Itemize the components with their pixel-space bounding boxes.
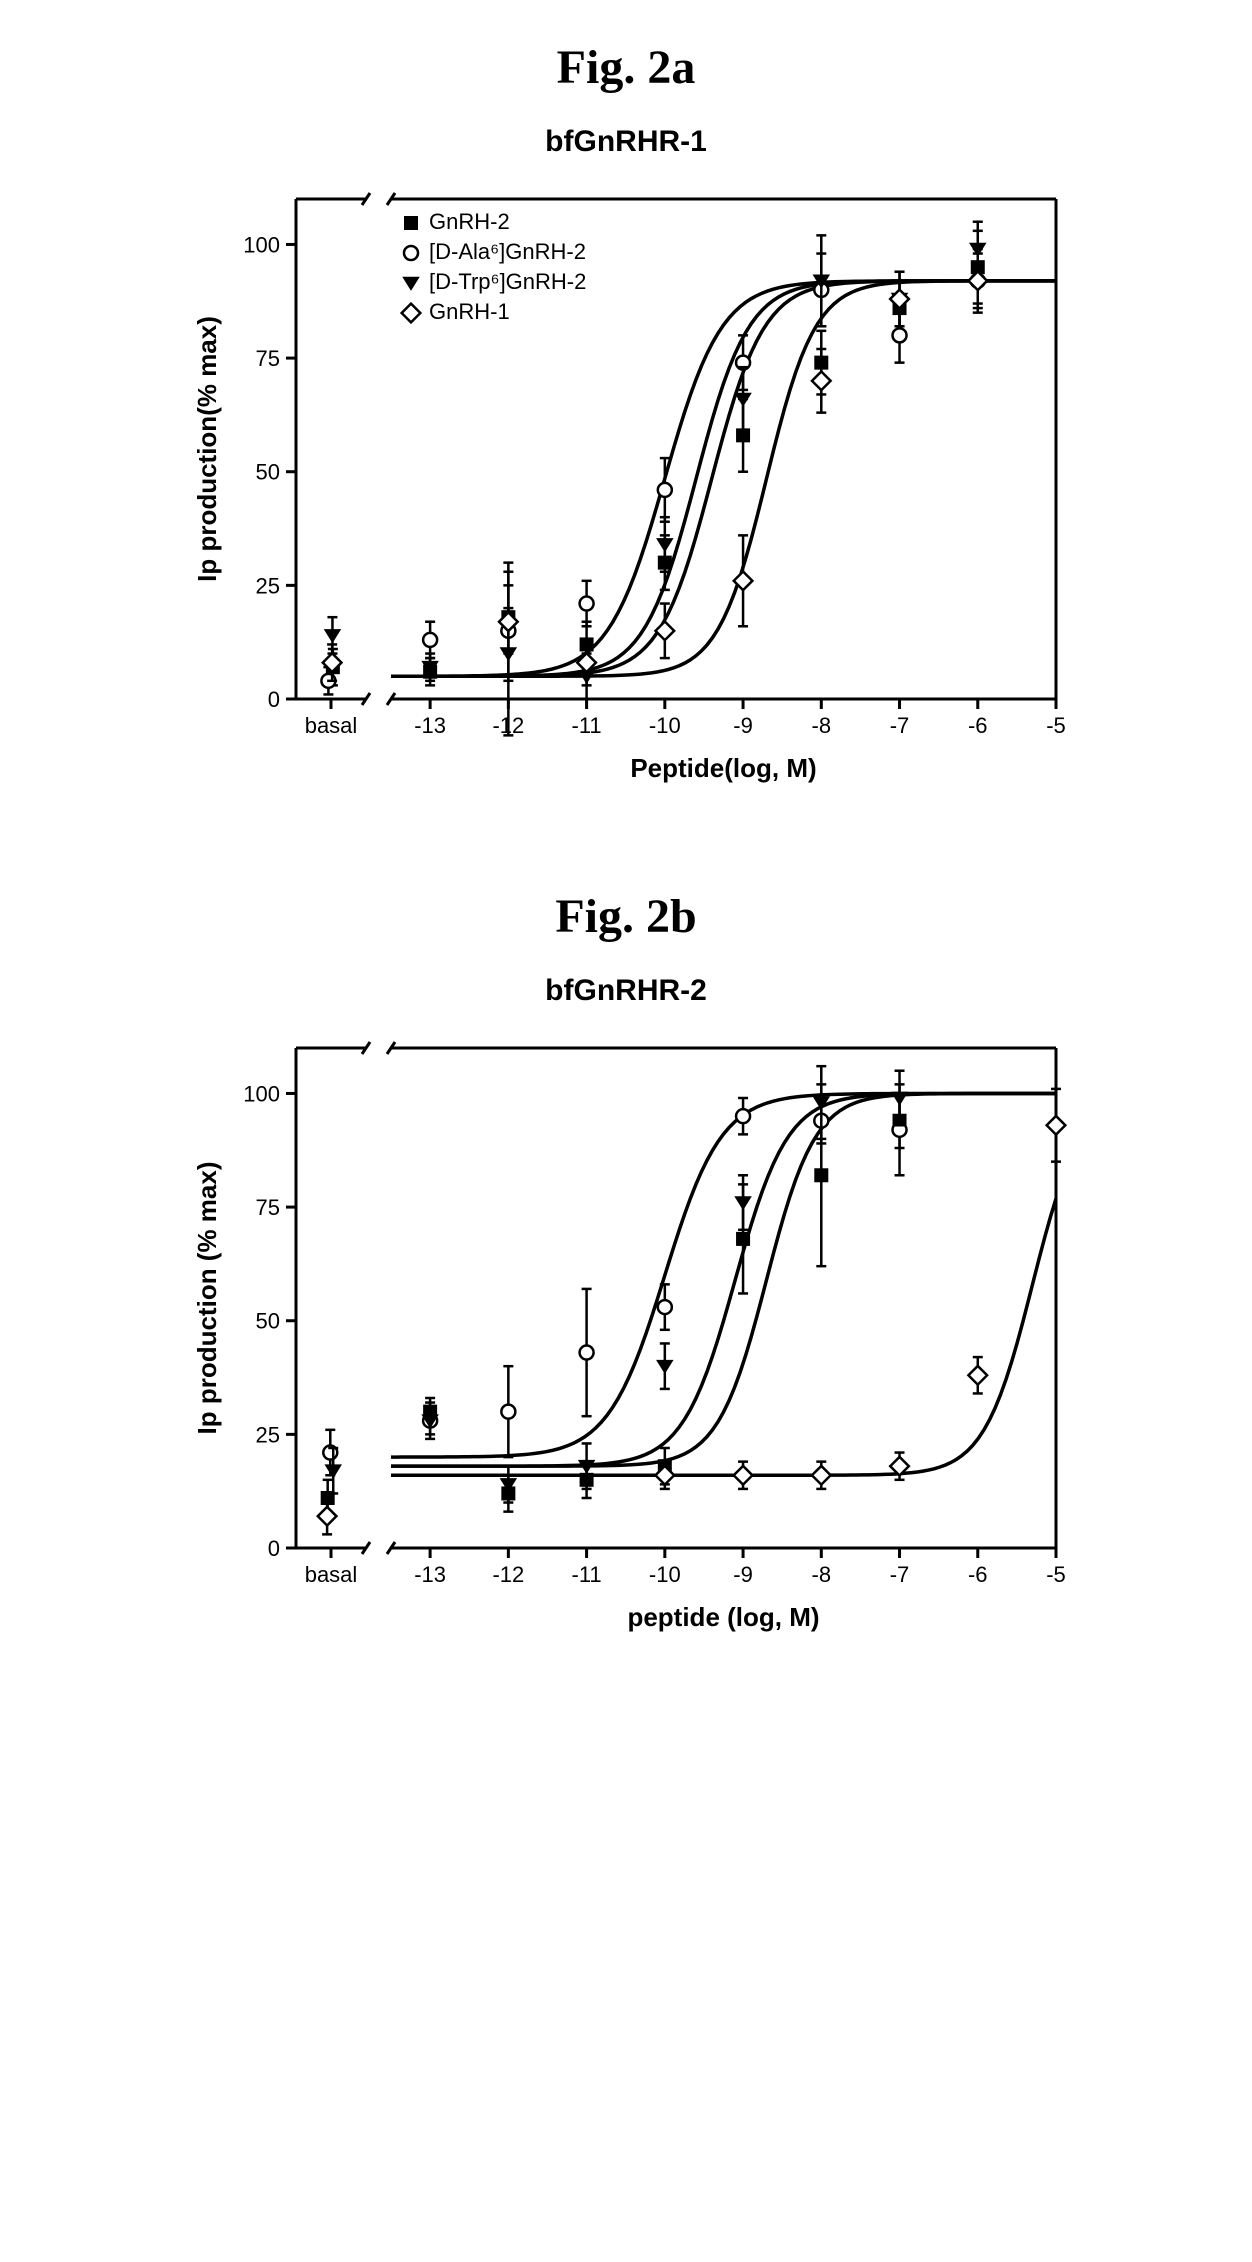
svg-text:50: 50 xyxy=(256,460,280,485)
svg-text:Ip production (% max): Ip production (% max) xyxy=(192,1162,222,1435)
svg-text:25: 25 xyxy=(256,573,280,598)
svg-text:basal: basal xyxy=(305,713,358,738)
chart-a: 0255075100-13-12-11-10-9-8-7-6-5basalPep… xyxy=(176,169,1076,809)
svg-text:0: 0 xyxy=(268,687,280,712)
svg-text:50: 50 xyxy=(256,1309,280,1334)
svg-text:-10: -10 xyxy=(649,1562,681,1587)
svg-text:-8: -8 xyxy=(812,713,832,738)
svg-text:-13: -13 xyxy=(414,1562,446,1587)
svg-text:25: 25 xyxy=(256,1422,280,1447)
svg-text:-7: -7 xyxy=(890,1562,910,1587)
svg-text:-6: -6 xyxy=(968,1562,988,1587)
svg-text:100: 100 xyxy=(243,232,280,257)
svg-text:100: 100 xyxy=(243,1081,280,1106)
figure-2b: Fig. 2b bfGnRHR-2 0 25 50 75 100 -13 -12 -11 -10… xyxy=(176,889,1076,1658)
svg-text:-7: -7 xyxy=(890,713,910,738)
svg-text:-9: -9 xyxy=(733,1562,753,1587)
svg-text:Peptide(log, M): Peptide(log, M) xyxy=(630,753,816,783)
svg-text:Ip production(% max): Ip production(% max) xyxy=(192,316,222,582)
svg-text:-5: -5 xyxy=(1046,713,1066,738)
figure-caption: Fig. 2b xyxy=(176,889,1076,944)
svg-text:peptide (log, M): peptide (log, M) xyxy=(627,1602,819,1632)
svg-text:-12: -12 xyxy=(492,1562,524,1587)
svg-text:-5: -5 xyxy=(1046,1562,1066,1587)
svg-text:-6: -6 xyxy=(968,713,988,738)
svg-text:-13: -13 xyxy=(414,713,446,738)
figure-caption: Fig. 2a xyxy=(176,40,1076,95)
svg-text:0: 0 xyxy=(268,1536,280,1561)
svg-text:-11: -11 xyxy=(572,713,602,738)
svg-text:[D-Ala⁶]GnRH-2: [D-Ala⁶]GnRH-2 xyxy=(429,239,586,264)
svg-text:-10: -10 xyxy=(649,713,681,738)
svg-text:[D-Trp⁶]GnRH-2: [D-Trp⁶]GnRH-2 xyxy=(429,269,586,294)
svg-text:75: 75 xyxy=(256,1195,280,1220)
figure-2a: Fig. 2a bfGnRHR-1 0255075100-13-12-11-10… xyxy=(176,40,1076,809)
chart-title: bfGnRHR-1 xyxy=(176,125,1076,159)
svg-text:75: 75 xyxy=(256,346,280,371)
svg-text:-11: -11 xyxy=(572,1562,602,1587)
chart-title: bfGnRHR-2 xyxy=(176,974,1076,1008)
svg-text:-9: -9 xyxy=(733,713,753,738)
svg-text:-8: -8 xyxy=(812,1562,832,1587)
svg-text:basal: basal xyxy=(305,1562,358,1587)
svg-text:GnRH-1: GnRH-1 xyxy=(429,299,510,324)
chart-b: 0 25 50 75 100 -13 -12 -11 -10 -9 -8 -7 -6 -5 basal pep… xyxy=(176,1018,1076,1658)
svg-text:GnRH-2: GnRH-2 xyxy=(429,209,510,234)
